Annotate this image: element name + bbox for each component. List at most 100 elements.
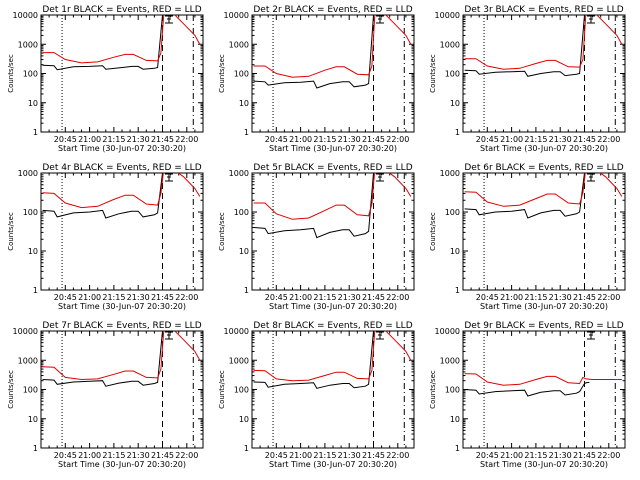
lld-series-line: [253, 173, 412, 220]
x-tick-label: 22:00: [597, 451, 620, 460]
x-tick-label: 20:45: [476, 451, 499, 460]
x-tick-label: 20:45: [476, 293, 499, 302]
y-tick-label: 1: [455, 128, 460, 137]
y-tick-label: 10000: [224, 327, 249, 336]
y-axis-label: Counts/sec: [218, 54, 226, 93]
chart-title: Det 2r BLACK = Events, RED = LLD: [253, 5, 412, 15]
y-tick-label: 100: [23, 386, 38, 395]
x-tick-label: 22:00: [175, 135, 198, 144]
error-marker: [586, 331, 595, 340]
plot-frame: [40, 172, 204, 291]
error-marker: [375, 173, 384, 182]
chart-title: Det 3r BLACK = Events, RED = LLD: [464, 5, 623, 15]
y-tick-label: 1000: [440, 169, 460, 178]
y-tick-label: 1000: [229, 356, 249, 365]
lld-series-line: [464, 15, 623, 70]
events-series-line: [464, 173, 586, 219]
x-tick-label: 22:00: [386, 135, 409, 144]
panel-det-4: Det 4r BLACK = Events, RED = LLD 1 10 100 10…: [7, 163, 204, 311]
x-tick-label: 20:45: [265, 451, 288, 460]
x-tick-label: 21:30: [549, 293, 572, 302]
y-tick-label: 100: [445, 208, 460, 217]
x-tick-label: 22:00: [175, 293, 198, 302]
plot-frame: [40, 330, 204, 449]
x-tick-label: 21:00: [500, 293, 523, 302]
events-series-line: [464, 381, 590, 397]
y-tick-label: 100: [23, 208, 38, 217]
x-tick-label: 20:45: [54, 293, 77, 302]
y-tick-label: 100: [234, 208, 249, 217]
lld-series-line: [42, 331, 201, 381]
y-tick-label: 100: [234, 386, 249, 395]
x-tick-label: 21:45: [362, 293, 385, 302]
y-tick-label: 1: [455, 286, 460, 295]
x-axis-label: Start Time (30-Jun-07 20:30:20): [480, 460, 608, 469]
y-tick-label: 10: [28, 415, 38, 424]
x-tick-label: 22:00: [597, 293, 620, 302]
y-axis-label: Counts/sec: [218, 212, 226, 251]
y-tick-label: 10: [450, 99, 460, 108]
x-tick-label: 21:45: [573, 293, 596, 302]
events-series-line: [253, 173, 375, 239]
y-tick-label: 10: [239, 247, 249, 256]
x-tick-label: 20:45: [476, 135, 499, 144]
chart-title: Det 5r BLACK = Events, RED = LLD: [253, 163, 412, 173]
x-tick-label: 20:45: [265, 135, 288, 144]
y-tick-label: 1000: [229, 169, 249, 178]
y-tick-label: 10: [239, 415, 249, 424]
y-tick-label: 10000: [13, 327, 38, 336]
y-axis-label: Counts/sec: [429, 212, 437, 251]
x-axis-label: Start Time (30-Jun-07 20:30:20): [58, 144, 186, 153]
x-tick-label: 22:00: [597, 135, 620, 144]
y-tick-label: 100: [234, 70, 249, 79]
x-tick-label: 21:45: [151, 293, 174, 302]
plot-frame: [462, 330, 626, 449]
y-tick-label: 10: [450, 247, 460, 256]
x-tick-label: 21:15: [524, 293, 547, 302]
x-tick-label: 21:00: [78, 135, 101, 144]
lld-series-line: [253, 15, 412, 78]
y-axis-label: Counts/sec: [429, 370, 437, 409]
x-tick-label: 21:30: [338, 293, 361, 302]
y-tick-label: 10000: [13, 11, 38, 20]
y-axis-label: Counts/sec: [7, 212, 15, 251]
error-marker: [375, 15, 384, 24]
error-marker: [375, 331, 384, 340]
x-tick-label: 21:30: [127, 135, 150, 144]
x-tick-label: 21:30: [549, 135, 572, 144]
x-tick-label: 21:45: [573, 135, 596, 144]
y-tick-label: 100: [23, 70, 38, 79]
x-axis-label: Start Time (30-Jun-07 20:30:20): [58, 460, 186, 469]
x-tick-label: 21:15: [102, 293, 125, 302]
x-tick-label: 21:00: [500, 135, 523, 144]
x-tick-label: 21:30: [338, 135, 361, 144]
chart-title: Det 8r BLACK = Events, RED = LLD: [253, 321, 412, 331]
y-tick-label: 1: [244, 286, 249, 295]
events-series-line: [42, 331, 164, 387]
events-series-line: [42, 173, 164, 219]
panel-det-6: Det 6r BLACK = Events, RED = LLD 1 10 100 10…: [429, 163, 626, 311]
x-tick-label: 21:00: [289, 293, 312, 302]
x-tick-label: 21:30: [127, 451, 150, 460]
x-tick-label: 21:15: [313, 451, 336, 460]
x-tick-label: 21:30: [127, 293, 150, 302]
x-tick-label: 21:30: [338, 451, 361, 460]
x-axis-label: Start Time (30-Jun-07 20:30:20): [58, 302, 186, 311]
x-axis-label: Start Time (30-Jun-07 20:30:20): [480, 302, 608, 311]
x-tick-label: 21:45: [573, 451, 596, 460]
x-axis-label: Start Time (30-Jun-07 20:30:20): [480, 144, 608, 153]
y-tick-label: 1000: [18, 169, 38, 178]
lld-series-line: [253, 331, 412, 382]
y-tick-label: 1000: [440, 40, 460, 49]
y-axis-label: Counts/sec: [7, 370, 15, 409]
x-axis-label: Start Time (30-Jun-07 20:30:20): [269, 460, 397, 469]
x-tick-label: 21:00: [289, 135, 312, 144]
y-tick-label: 10000: [224, 11, 249, 20]
x-tick-label: 21:15: [524, 451, 547, 460]
chart-title: Det 4r BLACK = Events, RED = LLD: [42, 163, 201, 173]
y-tick-label: 10: [28, 99, 38, 108]
plot-frame: [251, 330, 415, 449]
plot-frame: [462, 172, 626, 291]
x-tick-label: 21:45: [362, 451, 385, 460]
